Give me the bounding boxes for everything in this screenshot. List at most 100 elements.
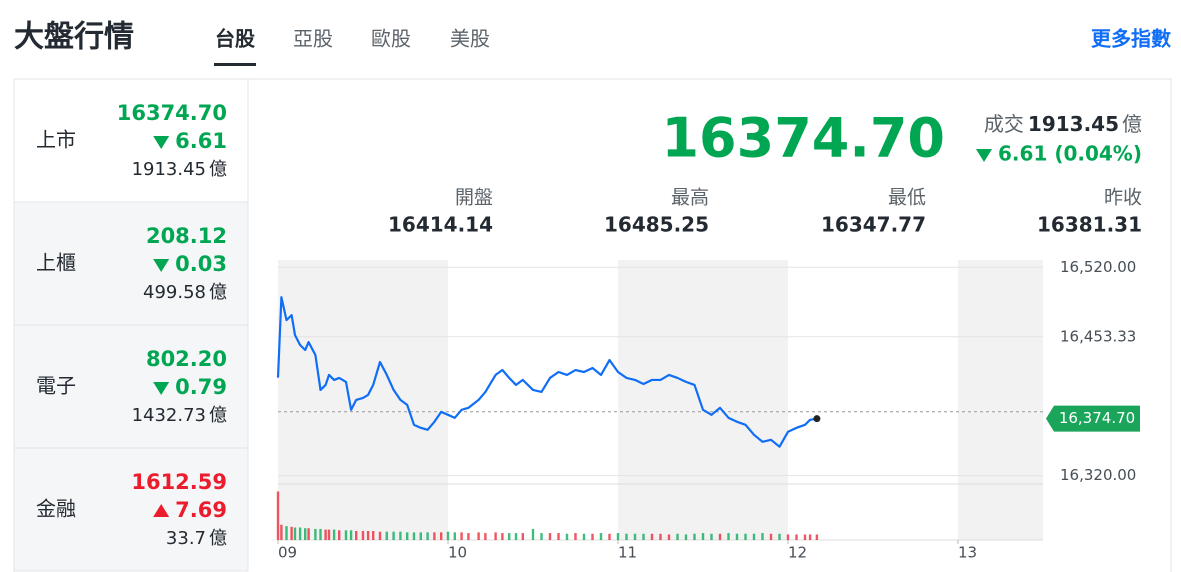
volume-bar <box>276 491 280 540</box>
volume-bar <box>453 532 456 540</box>
volume-bar <box>727 533 730 540</box>
volume-bar <box>501 533 504 540</box>
tab[interactable]: 美股 <box>450 27 490 51</box>
volume-bar <box>540 533 543 540</box>
volume-bar <box>752 533 756 540</box>
stat-label: 開盤 <box>455 187 493 209</box>
volume-bar <box>591 533 594 540</box>
volume-bar <box>406 532 409 540</box>
x-tick-label: 09 <box>278 544 297 562</box>
volume-bar <box>293 527 297 540</box>
sidebar-item[interactable] <box>13 201 249 326</box>
volume-bar <box>803 534 807 540</box>
volume-bar <box>633 533 637 540</box>
volume-bar <box>667 534 671 540</box>
index-name: 金融 <box>36 497 76 521</box>
tab[interactable]: 歐股 <box>371 27 411 51</box>
sidebar-item[interactable] <box>13 324 249 449</box>
volume-bar <box>419 532 422 540</box>
index-price: 1612.59 <box>131 470 227 494</box>
x-tick-label: 12 <box>788 544 807 562</box>
last-point <box>813 415 821 423</box>
volume-bar <box>557 533 560 540</box>
index-volume: 1913.45 億 <box>132 159 227 180</box>
index-name: 電子 <box>36 374 76 398</box>
index-volume: 1432.73 億 <box>132 405 227 426</box>
volume-unit: 億 <box>209 528 227 549</box>
volume-bar <box>565 533 569 540</box>
volume-value: 1913.45 <box>1028 112 1119 136</box>
volume-bar <box>608 533 611 540</box>
volume-bar <box>599 533 603 540</box>
stat-label: 最高 <box>671 187 709 209</box>
last-price-tag <box>1046 405 1140 432</box>
direction-arrow <box>153 259 170 272</box>
volume-bar <box>327 529 331 540</box>
volume-bar <box>314 528 317 540</box>
volume-bar <box>307 528 310 540</box>
tab-underline <box>214 63 256 66</box>
volume-bar <box>718 533 722 540</box>
tab[interactable]: 台股 <box>215 27 255 51</box>
volume-bar <box>786 534 790 540</box>
session-band <box>618 260 788 540</box>
index-name: 上市 <box>36 128 76 152</box>
volume-unit: 億 <box>209 159 227 180</box>
volume-bar <box>693 533 696 540</box>
stat-value: 16485.25 <box>604 213 709 237</box>
volume-bar <box>574 533 577 540</box>
volume-bar <box>319 528 322 540</box>
volume-bar <box>324 529 327 540</box>
volume-bar <box>521 533 524 540</box>
session-band <box>958 260 1043 540</box>
index-name: 上櫃 <box>36 251 76 275</box>
volume-bar <box>385 531 388 540</box>
direction-arrow <box>153 382 170 395</box>
tab[interactable]: 亞股 <box>293 27 333 51</box>
quote-price: 16374.70 <box>661 107 945 170</box>
volume-bar <box>280 524 283 540</box>
volume-bar <box>460 532 463 540</box>
volume-bar <box>744 533 747 540</box>
volume-value: 33.7 <box>166 528 206 549</box>
volume-bar <box>285 526 288 540</box>
volume-bar <box>338 530 341 540</box>
volume-bar <box>642 533 645 540</box>
volume-bar <box>349 530 353 540</box>
stat-label: 昨收 <box>1104 187 1142 209</box>
direction-arrow <box>976 149 993 162</box>
volume-unit: 億 <box>209 282 227 303</box>
direction-arrow <box>153 504 170 517</box>
index-change: 6.61 <box>175 129 227 153</box>
volume-bar <box>710 533 713 540</box>
sidebar-item[interactable] <box>13 447 249 572</box>
y-tick-label: 16,520.00 <box>1060 258 1136 276</box>
volume-value: 499.58 <box>143 282 206 303</box>
volume-bar <box>298 527 302 540</box>
more-link[interactable]: 更多指數 <box>1091 27 1171 51</box>
volume-unit: 億 <box>209 405 227 426</box>
session-band <box>278 260 448 540</box>
index-volume: 33.7 億 <box>166 528 227 549</box>
page-title: 大盤行情 <box>14 20 134 55</box>
x-tick-label: 10 <box>448 544 467 562</box>
volume-bar <box>676 533 679 540</box>
volume-bar <box>808 534 812 540</box>
x-tick-label: 13 <box>958 544 977 562</box>
volume-bar <box>582 533 586 540</box>
volume-bar <box>361 530 365 540</box>
volume-bar <box>701 533 705 540</box>
volume-bar <box>795 534 798 540</box>
volume-bar <box>366 530 370 540</box>
volume-bar <box>344 530 348 540</box>
quote-change: 6.61 (0.04%) <box>998 142 1142 166</box>
volume-bar <box>332 529 336 540</box>
volume-bar <box>616 533 620 540</box>
last-price-label: 16,374.70 <box>1059 409 1135 427</box>
volume-bar <box>514 533 518 540</box>
volume-bar <box>378 531 382 540</box>
volume-bar <box>650 533 654 540</box>
stat-label: 最低 <box>888 187 926 209</box>
volume-bar <box>399 531 402 540</box>
volume-bar <box>778 533 781 540</box>
